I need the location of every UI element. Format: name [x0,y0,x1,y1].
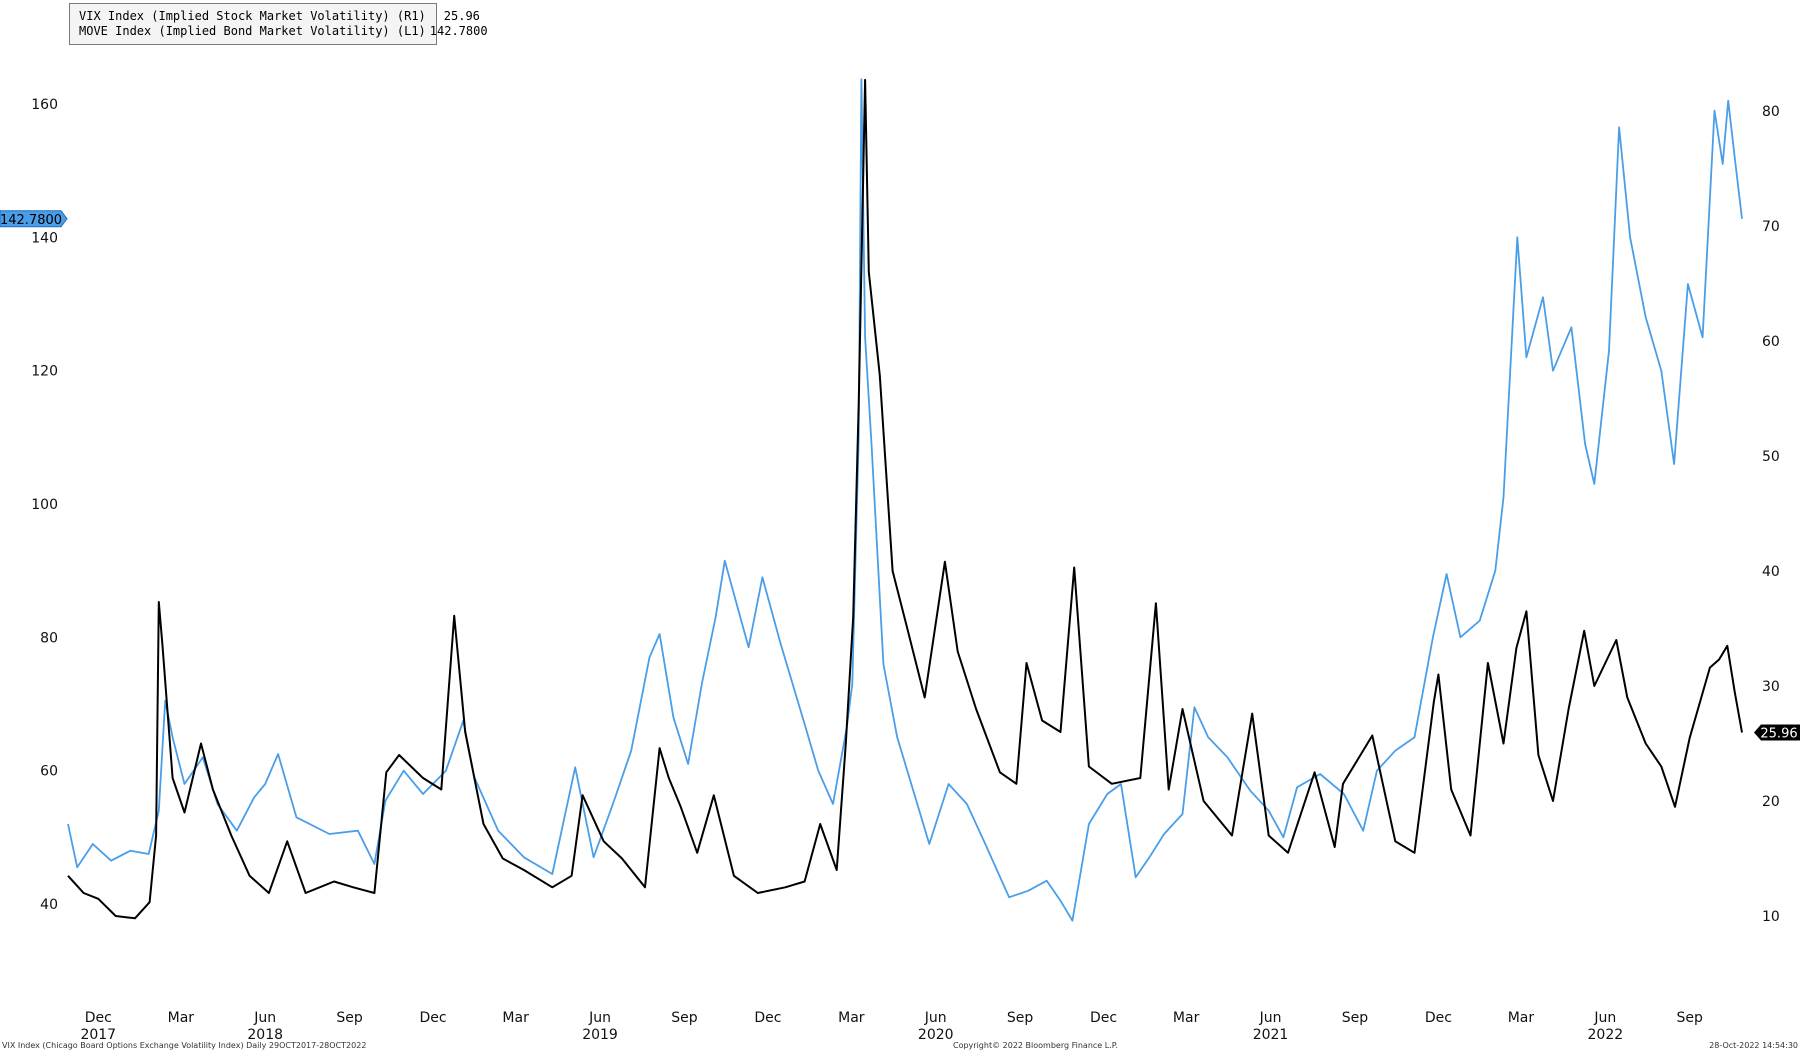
x-tick-label: Dec [1425,1010,1452,1026]
x-tick-label: Dec [420,1010,447,1026]
right-tick-label: 20 [1762,794,1780,810]
right-value-tag-label: 25.96 [1760,726,1797,741]
x-tick-label: Jun [588,1010,611,1026]
move-series-line [67,78,1743,922]
x-tick-label: Mar [168,1010,195,1026]
right-value-tag [1754,724,1800,741]
x-tick-label: Jun [1593,1010,1616,1026]
left-value-tag-label: 142.7800 [0,213,62,228]
legend-value-move: 142.7800 [429,24,488,38]
x-tick-label: Sep [1342,1010,1369,1026]
x-year-label: 2019 [582,1027,618,1043]
x-tick-label: Dec [85,1010,112,1026]
left-tick-label: 60 [40,764,58,780]
right-axis: 10 20 30 40 50 60 70 80 [1762,104,1780,925]
x-year-label: 2018 [247,1027,283,1043]
right-tick-label: 80 [1762,104,1780,120]
footer-copyright: Copyright© 2022 Bloomberg Finance L.P. [953,1041,1118,1050]
right-tick-label: 30 [1762,679,1780,695]
x-year-label: 2017 [80,1027,116,1043]
legend-item-vix: VIX Index (Implied Stock Market Volatili… [76,9,480,24]
x-tick-label: Mar [502,1010,529,1026]
legend: VIX Index (Implied Stock Market Volatili… [69,3,488,45]
x-tick-label: Sep [671,1010,698,1026]
legend-item-move: MOVE Index (Implied Bond Market Volatili… [76,24,488,39]
x-year-label: 2021 [1253,1027,1289,1043]
value-tags: 142.7800 25.96 [0,210,1800,741]
x-tick-label: Dec [754,1010,781,1026]
x-tick-label: Sep [1007,1010,1034,1026]
left-tick-label: 80 [40,630,58,646]
footer-timestamp: 28-Oct-2022 14:54:30 [1709,1041,1798,1050]
x-tick-label: Jun [253,1010,276,1026]
legend-label-vix: VIX Index (Implied Stock Market Volatili… [79,9,426,23]
x-tick-label: Jun [924,1010,947,1026]
left-tick-label: 40 [40,897,58,913]
right-tick-label: 10 [1762,909,1780,925]
footer-source: VIX Index (Chicago Board Options Exchang… [2,1041,367,1050]
x-axis: Dec Mar Jun Sep Dec Mar Jun Sep Dec Mar Jun Sep Dec M… [80,1010,1703,1043]
left-tick-label: 120 [31,364,58,380]
legend-label-move: MOVE Index (Implied Bond Market Volatili… [79,24,426,38]
x-tick-label: Jun [1259,1010,1282,1026]
x-year-label: 2020 [918,1027,954,1043]
vix-series-line [67,78,1743,920]
x-tick-label: Sep [336,1010,363,1026]
x-year-label: 2022 [1588,1027,1624,1043]
right-tick-label: 70 [1762,219,1780,235]
left-tick-label: 160 [31,97,58,113]
x-tick-label: Mar [1173,1010,1200,1026]
left-tick-label: 100 [31,497,58,513]
legend-value-vix: 25.96 [443,9,480,23]
x-tick-label: Dec [1090,1010,1117,1026]
right-tick-label: 40 [1762,564,1780,580]
x-tick-label: Mar [1508,1010,1535,1026]
left-value-tag [0,210,68,228]
plot-area [67,78,1743,922]
x-tick-label: Sep [1677,1010,1704,1026]
left-axis: 40 60 80 100 120 140 160 [31,97,58,913]
x-tick-label: Mar [838,1010,865,1026]
left-tick-label: 140 [31,230,58,246]
right-tick-label: 50 [1762,449,1780,465]
right-tick-label: 60 [1762,334,1780,350]
